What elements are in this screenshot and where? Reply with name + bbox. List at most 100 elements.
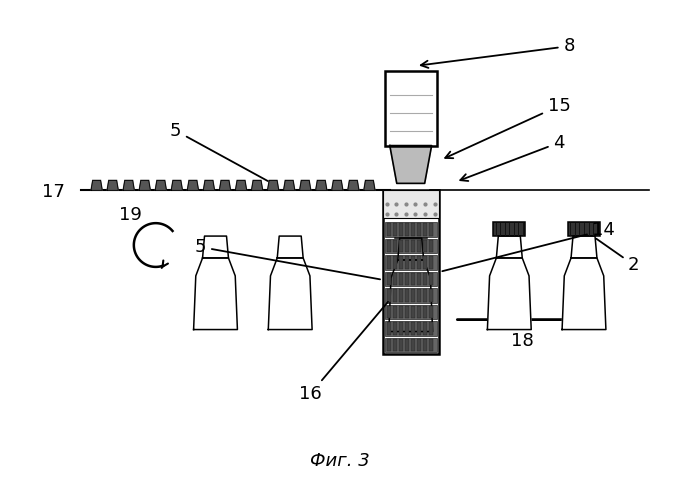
Bar <box>411 256 415 269</box>
Polygon shape <box>390 146 432 184</box>
Bar <box>385 272 437 286</box>
Bar <box>568 222 600 236</box>
Bar <box>398 322 403 335</box>
Bar <box>385 71 437 146</box>
Bar <box>385 222 437 236</box>
Bar <box>398 272 403 285</box>
Polygon shape <box>389 260 432 332</box>
Bar <box>411 223 415 235</box>
Bar <box>393 223 397 235</box>
Text: 14: 14 <box>442 221 615 271</box>
Polygon shape <box>91 180 102 190</box>
Polygon shape <box>277 236 303 258</box>
Text: 5: 5 <box>195 238 380 280</box>
Bar <box>417 240 421 252</box>
Bar <box>383 190 439 218</box>
Text: 16: 16 <box>299 302 388 403</box>
Bar <box>494 222 525 236</box>
Text: 17: 17 <box>41 184 65 202</box>
Text: Фиг. 3: Фиг. 3 <box>310 452 370 470</box>
Bar <box>423 339 427 351</box>
Polygon shape <box>123 180 135 190</box>
Bar <box>428 290 432 302</box>
Text: 2: 2 <box>596 238 640 274</box>
Bar <box>405 306 409 318</box>
Polygon shape <box>571 236 597 258</box>
Bar <box>428 256 432 269</box>
Bar <box>417 223 421 235</box>
Polygon shape <box>155 180 167 190</box>
Polygon shape <box>220 180 231 190</box>
Bar <box>428 339 432 351</box>
Bar <box>393 306 397 318</box>
Text: 19: 19 <box>120 206 142 224</box>
Bar <box>423 223 427 235</box>
Bar <box>405 223 409 235</box>
Bar <box>387 339 391 351</box>
Bar <box>423 240 427 252</box>
Polygon shape <box>139 180 150 190</box>
Bar <box>417 339 421 351</box>
Bar <box>398 339 403 351</box>
Bar <box>393 256 397 269</box>
Bar <box>405 256 409 269</box>
Bar <box>385 255 437 270</box>
Polygon shape <box>194 258 237 330</box>
Text: 15: 15 <box>445 97 571 158</box>
Bar <box>387 240 391 252</box>
Bar <box>405 322 409 335</box>
Bar <box>387 272 391 285</box>
Bar <box>423 256 427 269</box>
Bar <box>393 272 397 285</box>
Bar <box>398 240 403 252</box>
Bar <box>395 224 426 238</box>
Bar <box>423 290 427 302</box>
Bar <box>405 290 409 302</box>
Bar <box>411 272 415 285</box>
Text: 5: 5 <box>170 122 268 181</box>
Bar <box>411 240 415 252</box>
Bar <box>423 322 427 335</box>
Polygon shape <box>284 180 295 190</box>
Bar <box>411 339 415 351</box>
Polygon shape <box>347 180 359 190</box>
Bar <box>393 240 397 252</box>
Text: 8: 8 <box>421 37 575 68</box>
Bar <box>383 190 439 354</box>
Bar <box>405 240 409 252</box>
Polygon shape <box>300 180 311 190</box>
Bar <box>428 272 432 285</box>
Polygon shape <box>488 258 531 330</box>
Bar <box>385 288 437 303</box>
Polygon shape <box>269 258 312 330</box>
Bar <box>385 238 437 253</box>
Bar <box>411 306 415 318</box>
Text: 18: 18 <box>511 332 534 350</box>
Bar <box>405 339 409 351</box>
Bar <box>417 272 421 285</box>
Polygon shape <box>267 180 279 190</box>
Bar <box>387 223 391 235</box>
Bar <box>393 322 397 335</box>
Bar <box>385 322 437 336</box>
Bar <box>387 306 391 318</box>
Bar <box>417 290 421 302</box>
Polygon shape <box>332 180 343 190</box>
Bar <box>393 339 397 351</box>
Bar <box>411 322 415 335</box>
Polygon shape <box>203 236 228 258</box>
Bar <box>398 306 403 318</box>
Polygon shape <box>203 180 215 190</box>
Bar <box>385 305 437 320</box>
Bar <box>428 322 432 335</box>
Bar <box>393 290 397 302</box>
Bar <box>417 256 421 269</box>
Bar <box>385 338 437 352</box>
Bar <box>387 256 391 269</box>
Bar <box>387 322 391 335</box>
Polygon shape <box>364 180 375 190</box>
Text: 4: 4 <box>460 134 565 181</box>
Polygon shape <box>235 180 247 190</box>
Polygon shape <box>187 180 199 190</box>
Polygon shape <box>316 180 327 190</box>
